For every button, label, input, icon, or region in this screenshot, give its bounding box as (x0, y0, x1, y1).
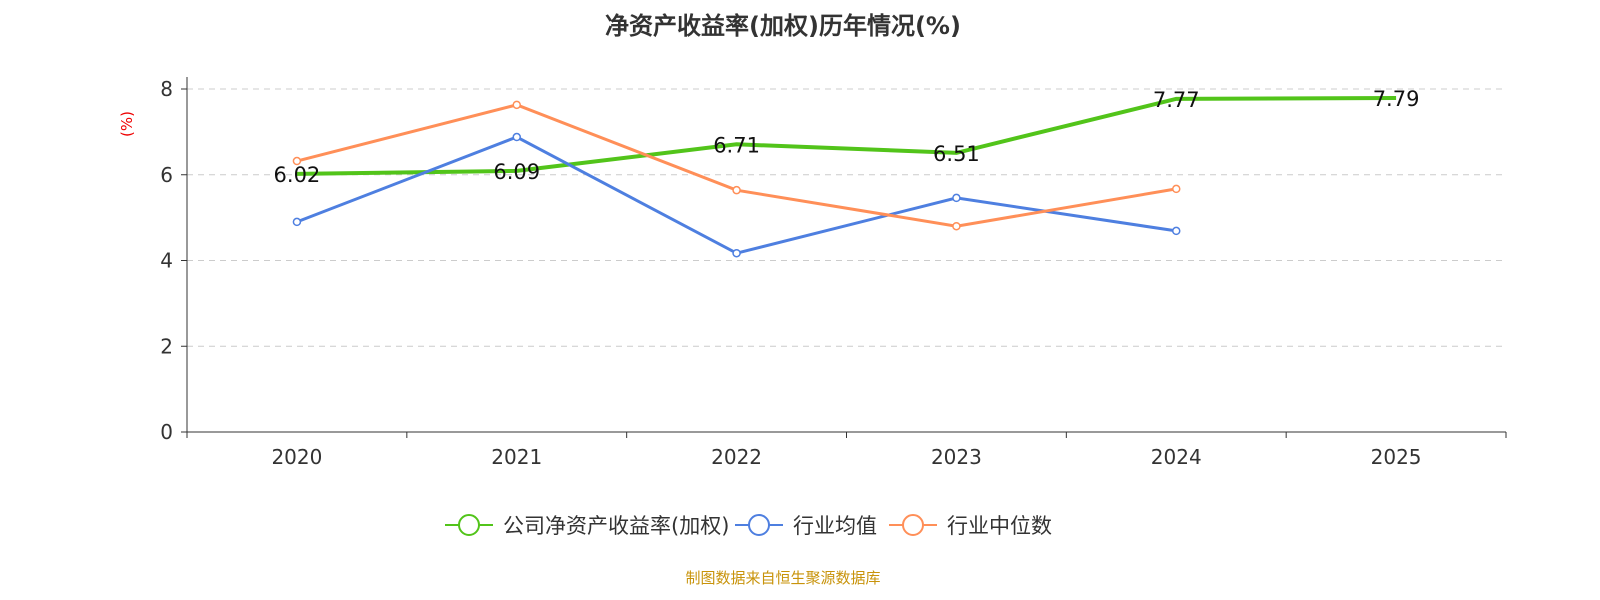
data-label: 6.09 (493, 160, 540, 184)
x-tick-label: 2025 (1371, 445, 1422, 469)
x-tick-label: 2020 (271, 445, 322, 469)
legend-label: 行业中位数 (947, 514, 1052, 538)
series-line (296, 103, 1177, 228)
data-point (1172, 184, 1181, 194)
data-label: 6.71 (713, 133, 760, 157)
legend-marker-icon (458, 514, 480, 536)
data-label: 6.51 (933, 142, 980, 166)
legend-marker-icon (748, 514, 770, 536)
y-tick-label: 4 (160, 249, 173, 273)
data-point (292, 156, 302, 166)
data-point (952, 221, 961, 231)
x-tick-label: 2021 (491, 445, 542, 469)
x-tick-label: 2022 (711, 445, 762, 469)
y-tick-label: 2 (160, 334, 173, 358)
data-label: 7.79 (1373, 87, 1420, 111)
x-tick-label: 2023 (931, 445, 982, 469)
y-tick-label: 6 (160, 163, 173, 187)
series-line (296, 96, 1397, 176)
data-point (732, 185, 741, 195)
data-point (952, 193, 961, 203)
chart-title: 净资产收益率(加权)历年情况(%) (605, 12, 961, 40)
y-axis-label: (%) (118, 111, 136, 137)
x-tick-label: 2024 (1151, 445, 1202, 469)
data-point (1172, 226, 1181, 236)
data-point (292, 217, 302, 227)
data-label: 7.77 (1153, 88, 1200, 112)
data-point (512, 132, 521, 142)
y-tick-label: 0 (160, 420, 173, 444)
source-note: 制图数据来自恒生聚源数据库 (685, 569, 881, 587)
data-label: 6.02 (274, 163, 321, 187)
legend-marker-icon (902, 514, 924, 536)
data-point (732, 248, 741, 258)
y-tick-label: 8 (160, 77, 173, 101)
data-point (512, 100, 521, 110)
legend-label: 公司净资产收益率(加权) (503, 514, 729, 538)
legend-label: 行业均值 (793, 514, 877, 538)
